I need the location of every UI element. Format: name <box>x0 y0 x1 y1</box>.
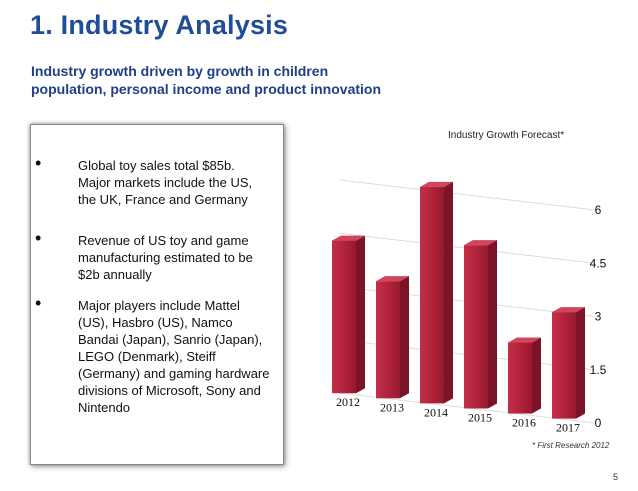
bar <box>332 235 365 394</box>
bar-side <box>576 307 585 419</box>
bullet-box: • Global toy sales total $85b. Major mar… <box>30 124 284 465</box>
page-number: 5 <box>613 472 619 482</box>
bullet-line: Bandai (Japan), Sanrio (Japan), <box>78 332 263 347</box>
bar-side <box>532 337 541 414</box>
bullet-line: (US), Hasbro (US), Namco <box>78 315 233 330</box>
bullet-line: the UK, France and Germany <box>78 192 248 207</box>
bar-top <box>332 235 365 241</box>
bullet-line: manufacturing estimated to be <box>78 250 253 265</box>
bullet-line: LEGO (Denmark), Steiff <box>78 349 216 364</box>
bullet-dot: • <box>35 228 42 248</box>
x-tick-label: 2013 <box>380 400 404 414</box>
bar-top <box>464 240 497 246</box>
y-tick-label: 3 <box>595 310 602 324</box>
bar-front <box>420 186 444 404</box>
y-tick-label: 0 <box>595 416 602 430</box>
label-layer: Industry Growth Forecast* 0 1.5 3 4.5 6 2012 20… <box>336 130 607 435</box>
bar-side <box>356 235 365 394</box>
bar-front <box>508 342 532 414</box>
bar-front <box>376 281 400 399</box>
bullet-line: divisions of Microsoft, Sony and <box>78 383 261 398</box>
subtitle-line-2: population, personal income and product … <box>31 81 382 97</box>
bullet-dot: • <box>35 293 42 313</box>
y-tick-label: 4.5 <box>590 256 607 270</box>
chart-svg: Industry Growth Forecast* 0 1.5 3 4.5 6 2012 20… <box>332 130 607 435</box>
y-tick-label: 1.5 <box>590 363 607 377</box>
bullet-line: $2b annually <box>78 267 152 282</box>
x-tick-label: 2014 <box>424 405 448 419</box>
bar <box>464 240 497 409</box>
subtitle-line-1: Industry growth driven by growth in chil… <box>31 63 329 79</box>
x-tick-label: 2016 <box>512 416 536 430</box>
bar <box>376 276 409 399</box>
bullet-line: Nintendo <box>78 400 131 415</box>
chart-title: Industry Growth Forecast* <box>448 130 564 141</box>
bullet-line: Major players include Mattel <box>78 298 240 313</box>
slide-subtitle: Industry growth driven by growth in chil… <box>31 62 451 98</box>
bar-side <box>400 276 409 399</box>
bullet-line: Revenue of US toy and game <box>78 233 249 248</box>
bar-top <box>420 181 453 187</box>
x-tick-label: 2017 <box>556 421 580 435</box>
bar <box>552 307 585 419</box>
bullet-line: Major markets include the US, <box>78 175 253 190</box>
bar <box>508 337 541 414</box>
bar <box>420 181 453 404</box>
bar-top <box>508 337 541 343</box>
bullet-line: (Germany) and gaming hardware <box>78 366 270 381</box>
growth-forecast-chart: Industry Growth Forecast* 0 1.5 3 4.5 6 2012 20… <box>300 118 630 463</box>
bullet-dot: • <box>35 153 42 173</box>
slide-title: 1. Industry Analysis <box>30 10 289 40</box>
bar-top <box>376 276 409 282</box>
bullet-line: Global toy sales total $85b. <box>78 158 235 173</box>
x-tick-label: 2012 <box>336 395 360 409</box>
bar-top <box>552 307 585 313</box>
bar-front <box>332 240 356 394</box>
bar-layer <box>332 181 585 419</box>
gridline <box>339 179 596 211</box>
bar-side <box>488 240 497 409</box>
bar-side <box>444 181 453 404</box>
footnote: * First Research 2012 <box>532 441 610 450</box>
x-tick-label: 2015 <box>468 410 492 424</box>
bar-front <box>464 245 488 409</box>
y-tick-label: 6 <box>595 203 602 217</box>
bar-front <box>552 312 576 419</box>
